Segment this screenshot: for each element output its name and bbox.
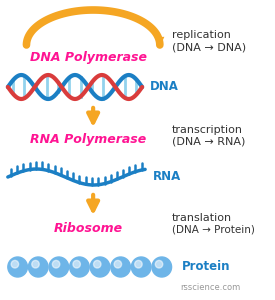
Circle shape <box>8 257 28 277</box>
Circle shape <box>114 260 122 268</box>
Circle shape <box>52 260 60 268</box>
Circle shape <box>11 260 19 268</box>
Text: DNA: DNA <box>150 80 179 94</box>
Circle shape <box>135 260 142 268</box>
Circle shape <box>131 257 151 277</box>
Circle shape <box>90 257 110 277</box>
Circle shape <box>111 257 130 277</box>
Text: transcription: transcription <box>172 125 243 135</box>
Circle shape <box>49 257 69 277</box>
Circle shape <box>94 260 101 268</box>
Text: rsscience.com: rsscience.com <box>180 283 240 292</box>
Text: DNA Polymerase: DNA Polymerase <box>30 52 147 64</box>
Text: RNA Polymerase: RNA Polymerase <box>30 134 146 146</box>
Text: (DNA → Protein): (DNA → Protein) <box>172 225 254 235</box>
Circle shape <box>73 260 80 268</box>
Text: Ribosome: Ribosome <box>54 221 123 235</box>
Text: replication: replication <box>172 30 230 40</box>
Text: RNA: RNA <box>153 170 181 184</box>
Text: (DNA → RNA): (DNA → RNA) <box>172 137 245 147</box>
Circle shape <box>155 260 163 268</box>
Circle shape <box>152 257 172 277</box>
Text: (DNA → DNA): (DNA → DNA) <box>172 42 246 52</box>
Circle shape <box>32 260 39 268</box>
Circle shape <box>70 257 89 277</box>
Text: Protein: Protein <box>182 260 231 274</box>
Text: translation: translation <box>172 213 232 223</box>
Circle shape <box>28 257 48 277</box>
